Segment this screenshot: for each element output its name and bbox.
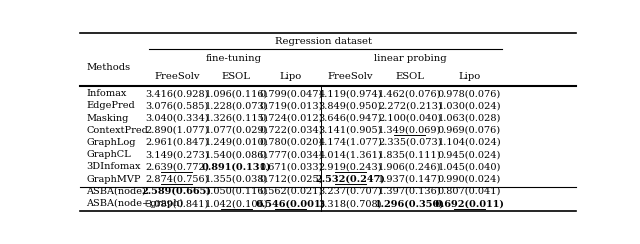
Text: 0.945(0.024): 0.945(0.024) — [438, 150, 501, 159]
Text: ContextPred: ContextPred — [86, 126, 148, 135]
Text: EdgePred: EdgePred — [86, 101, 135, 110]
Text: ESOL: ESOL — [222, 72, 251, 81]
Text: 0.780(0.020): 0.780(0.020) — [259, 138, 323, 147]
Text: Regression dataset: Regression dataset — [275, 37, 372, 46]
Text: Lipo: Lipo — [458, 72, 481, 81]
Text: 0.562(0.021): 0.562(0.021) — [259, 187, 323, 196]
Text: 2.874(0.756): 2.874(0.756) — [145, 175, 209, 184]
Text: 2.961(0.847): 2.961(0.847) — [145, 138, 209, 147]
Text: 4.119(0.974): 4.119(0.974) — [319, 89, 382, 98]
Text: 1.326(0.115): 1.326(0.115) — [204, 113, 268, 122]
Text: 0.722(0.034): 0.722(0.034) — [259, 126, 323, 135]
Text: 0.799(0.047): 0.799(0.047) — [259, 89, 323, 98]
Text: 1.096(0.116): 1.096(0.116) — [205, 89, 268, 98]
Text: Methods: Methods — [86, 63, 131, 72]
Text: FreeSolv: FreeSolv — [154, 72, 200, 81]
Text: 0.692(0.011): 0.692(0.011) — [435, 199, 504, 208]
Text: 1.228(0.073): 1.228(0.073) — [204, 101, 268, 110]
Text: 0.724(0.012): 0.724(0.012) — [259, 113, 323, 122]
Text: 3.237(0.707): 3.237(0.707) — [319, 187, 382, 196]
Text: 4.014(1.361): 4.014(1.361) — [319, 150, 382, 159]
Text: 1.296(0.350): 1.296(0.350) — [375, 199, 445, 208]
Text: 1.355(0.038): 1.355(0.038) — [205, 175, 268, 184]
Text: 1.249(0.010): 1.249(0.010) — [205, 138, 268, 147]
Text: 2.919(0.243): 2.919(0.243) — [319, 163, 382, 171]
Text: Lipo: Lipo — [280, 72, 302, 81]
Text: 1.835(0.111): 1.835(0.111) — [378, 150, 442, 159]
Text: 2.532(0.247): 2.532(0.247) — [316, 175, 385, 184]
Text: 0.969(0.076): 0.969(0.076) — [438, 126, 501, 135]
Text: 3.318(0.708): 3.318(0.708) — [319, 199, 382, 208]
Text: 0.990(0.024): 0.990(0.024) — [438, 175, 501, 184]
Text: 1.540(0.086): 1.540(0.086) — [205, 150, 268, 159]
Text: fine-tuning: fine-tuning — [206, 54, 262, 63]
Text: 1.077(0.029): 1.077(0.029) — [205, 126, 268, 135]
Text: ESOL: ESOL — [396, 72, 424, 81]
Text: 3.849(0.950): 3.849(0.950) — [319, 101, 382, 110]
Text: GraphMVP: GraphMVP — [86, 175, 141, 184]
Text: 3.646(0.947): 3.646(0.947) — [319, 113, 382, 122]
Text: 3.141(0.905): 3.141(0.905) — [319, 126, 382, 135]
Text: 0.671(0.033): 0.671(0.033) — [259, 163, 323, 171]
Text: 3DInfomax: 3DInfomax — [86, 163, 141, 171]
Text: 1.937(0.147): 1.937(0.147) — [378, 175, 442, 184]
Text: 3.149(0.273): 3.149(0.273) — [145, 150, 209, 159]
Text: 0.546(0.001): 0.546(0.001) — [256, 199, 326, 208]
Text: 3.089(0.841): 3.089(0.841) — [145, 199, 209, 208]
Text: Infomax: Infomax — [86, 89, 127, 98]
Text: 1.349(0.069): 1.349(0.069) — [378, 126, 442, 135]
Text: 1.050(0.116): 1.050(0.116) — [205, 187, 268, 196]
Text: 1.462(0.076): 1.462(0.076) — [378, 89, 442, 98]
Text: 3.040(0.334): 3.040(0.334) — [145, 113, 209, 122]
Text: 2.335(0.073): 2.335(0.073) — [378, 138, 442, 147]
Text: 1.906(0.246): 1.906(0.246) — [378, 163, 442, 171]
Text: 1.104(0.024): 1.104(0.024) — [438, 138, 501, 147]
Text: Masking: Masking — [86, 113, 129, 122]
Text: GraphCL: GraphCL — [86, 150, 131, 159]
Text: 1.397(0.136): 1.397(0.136) — [378, 187, 442, 196]
Text: 1.042(0.106): 1.042(0.106) — [205, 199, 268, 208]
Text: 4.174(1.077): 4.174(1.077) — [318, 138, 382, 147]
Text: 1.045(0.040): 1.045(0.040) — [438, 163, 501, 171]
Text: 0.719(0.013): 0.719(0.013) — [259, 101, 323, 110]
Text: 3.416(0.928): 3.416(0.928) — [145, 89, 209, 98]
Text: linear probing: linear probing — [374, 54, 446, 63]
Text: 0.807(0.041): 0.807(0.041) — [438, 187, 501, 196]
Text: 2.639(0.772): 2.639(0.772) — [145, 163, 209, 171]
Text: 0.978(0.076): 0.978(0.076) — [438, 89, 501, 98]
Text: 0.891(0.131): 0.891(0.131) — [202, 163, 271, 171]
Text: GraphLog: GraphLog — [86, 138, 136, 147]
Text: 2.100(0.040): 2.100(0.040) — [378, 113, 442, 122]
Text: 0.777(0.034): 0.777(0.034) — [259, 150, 323, 159]
Text: 2.272(0.213): 2.272(0.213) — [378, 101, 442, 110]
Text: ASBA(node+graph): ASBA(node+graph) — [86, 199, 184, 208]
Text: 1.063(0.028): 1.063(0.028) — [438, 113, 501, 122]
Text: 3.076(0.585): 3.076(0.585) — [145, 101, 209, 110]
Text: ASBA(node): ASBA(node) — [86, 187, 147, 196]
Text: 0.712(0.025): 0.712(0.025) — [259, 175, 323, 184]
Text: FreeSolv: FreeSolv — [328, 72, 373, 81]
Text: 1.030(0.024): 1.030(0.024) — [438, 101, 501, 110]
Text: 2.890(1.077): 2.890(1.077) — [145, 126, 209, 135]
Text: 2.589(0.665): 2.589(0.665) — [142, 187, 212, 196]
